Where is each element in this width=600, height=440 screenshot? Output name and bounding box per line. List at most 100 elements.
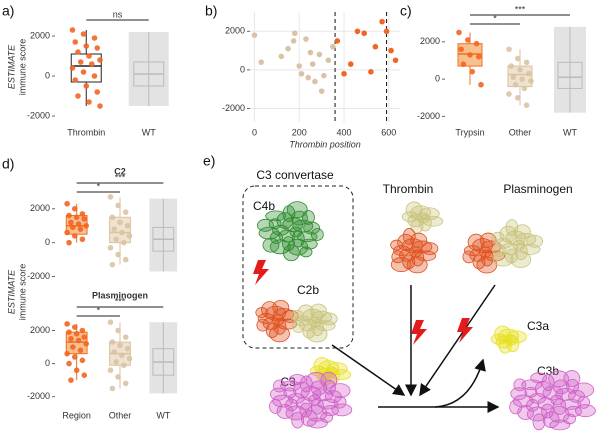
point <box>86 99 92 105</box>
point <box>69 27 76 33</box>
point <box>278 53 285 60</box>
point <box>392 57 399 64</box>
point <box>86 53 92 59</box>
point <box>506 46 512 53</box>
point <box>64 321 70 327</box>
protein-blob <box>513 224 531 240</box>
point <box>309 61 316 67</box>
point <box>68 377 74 383</box>
point <box>115 251 121 258</box>
protein-blob <box>498 338 512 354</box>
x-tick-label: WT <box>142 127 156 137</box>
x-tick-label: WT <box>156 410 170 420</box>
point <box>305 74 312 81</box>
point <box>117 219 123 226</box>
protein-blob <box>273 308 294 321</box>
point <box>80 31 87 37</box>
diagram: e) C3 convertase C4b C2b Thrombin Plasmi… <box>203 153 596 431</box>
protein-blob <box>501 242 519 256</box>
protein-blob <box>282 244 300 262</box>
protein-blob <box>306 325 328 343</box>
protein-blob <box>305 372 327 389</box>
point <box>465 37 471 43</box>
point <box>71 233 78 239</box>
point <box>515 55 521 62</box>
protein-blob <box>310 228 324 241</box>
point <box>107 194 114 200</box>
protein-blob <box>462 250 476 264</box>
protein-blob <box>256 218 274 232</box>
significance-label: ns <box>113 9 123 19</box>
y-tick-label: 2000 <box>420 36 440 46</box>
arrow <box>419 284 496 397</box>
protein-blob <box>293 315 311 327</box>
point <box>519 76 525 82</box>
point <box>70 224 76 231</box>
protein-blob <box>532 413 546 431</box>
protein-blob <box>333 395 347 409</box>
cleavage-bolt <box>253 260 269 285</box>
label-c3b: C3b <box>537 364 559 378</box>
protein-blob <box>322 405 339 416</box>
protein-blob <box>330 369 352 381</box>
point <box>325 57 332 64</box>
protein-blob <box>313 357 331 374</box>
point <box>334 38 341 44</box>
protein-blob <box>307 417 328 429</box>
point <box>64 229 70 236</box>
point <box>77 226 84 232</box>
x-tick-label: 200 <box>292 127 307 137</box>
significance-label: * <box>97 181 101 191</box>
protein-blob <box>418 214 432 232</box>
point <box>341 70 347 77</box>
y-tick-label: -2000 <box>27 391 50 401</box>
protein-blob <box>299 246 313 258</box>
y-tick-label: 0 <box>240 64 245 74</box>
panel-label: e) <box>203 153 215 169</box>
y-tick-label: 2000 <box>30 325 50 335</box>
arrow <box>331 344 406 396</box>
y-tick-label: 0 <box>45 237 50 247</box>
protein-blob <box>323 379 336 395</box>
protein-blob <box>255 307 269 318</box>
protein-blob <box>320 312 338 326</box>
point <box>66 239 72 246</box>
protein-blob <box>273 379 286 393</box>
point <box>117 342 123 349</box>
y-axis-label: ESTIMATE <box>6 44 16 89</box>
point <box>81 372 88 378</box>
point <box>83 83 90 89</box>
point <box>75 49 81 55</box>
point <box>109 214 116 221</box>
point <box>528 78 534 84</box>
point <box>122 380 129 387</box>
point <box>113 359 119 365</box>
point <box>109 385 116 392</box>
label-c3a: C3a <box>527 319 549 333</box>
protein-blob <box>320 412 334 423</box>
point <box>291 30 298 37</box>
point <box>368 69 374 75</box>
protein-blob <box>463 245 481 256</box>
point <box>71 205 78 212</box>
point <box>79 357 86 364</box>
point <box>473 40 480 47</box>
point <box>109 339 116 345</box>
point <box>119 229 125 236</box>
convertase-box <box>242 185 354 349</box>
protein-blob <box>273 317 287 335</box>
point <box>97 57 103 63</box>
protein-blob <box>287 393 305 404</box>
protein-blob <box>272 299 290 315</box>
significance-label: * <box>97 305 101 315</box>
point <box>126 233 133 239</box>
point <box>115 327 121 334</box>
point <box>77 347 84 354</box>
point <box>517 66 523 73</box>
box <box>507 65 533 88</box>
x-tick-label: Region <box>62 410 91 420</box>
protein-blob <box>257 313 275 324</box>
point <box>321 72 327 79</box>
point <box>523 59 530 66</box>
group-title: C3 convertase <box>256 168 334 182</box>
